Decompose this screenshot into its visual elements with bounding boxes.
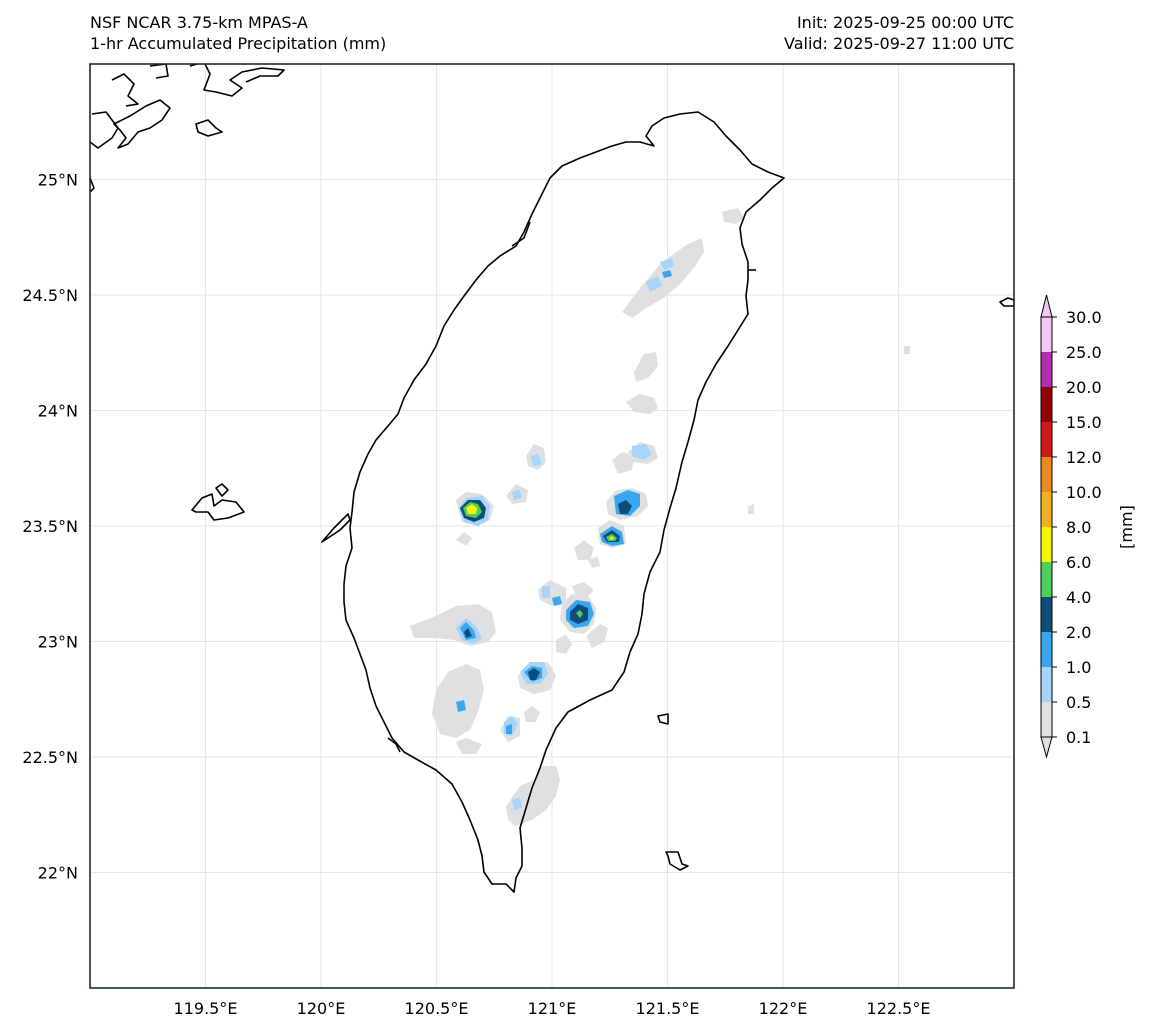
lon-tick-label: 120.5°E <box>405 999 469 1018</box>
colorbar-tick-label: 12.0 <box>1066 448 1102 467</box>
colorbar-tick-label: 20.0 <box>1066 378 1102 397</box>
colorbar-segment <box>1041 667 1052 702</box>
map-frame <box>89 63 1015 989</box>
taiwan-west-lagoon <box>321 513 351 543</box>
fujian-coast-c <box>111 73 139 107</box>
yonaguni-island <box>999 297 1014 307</box>
colorbar-tick-label: 10.0 <box>1066 483 1102 502</box>
lon-tick-label: 122.5°E <box>867 999 931 1018</box>
colorbar-tick-label: 25.0 <box>1066 343 1102 362</box>
colorbar-segment <box>1041 597 1052 632</box>
colorbar-tick-label: 2.0 <box>1066 623 1091 642</box>
field-title: 1-hr Accumulated Precipitation (mm) <box>90 34 387 53</box>
colorbar-tick-label: 6.0 <box>1066 553 1091 572</box>
init-time: Init: 2025-09-25 00:00 UTC <box>796 13 1014 32</box>
colorbar: 0.1 0.5 1.0 2.0 4.0 6.0 8.0 10.0 12.0 15.0 20.0 25.… <box>1040 294 1102 759</box>
colorbar-tick-label: 4.0 <box>1066 588 1091 607</box>
colorbar-lower-extend <box>1040 736 1053 759</box>
lat-tick-label: 25°N <box>38 171 78 190</box>
map-header-right: Init: 2025-09-25 00:00 UTC Valid: 2025-0… <box>784 12 1014 54</box>
colorbar-upper-extend <box>1040 294 1053 318</box>
taiwan-nw-tip <box>511 221 531 247</box>
map-header-left: NSF NCAR 3.75-km MPAS-A 1-hr Accumulated… <box>90 12 386 54</box>
fujian-coast-d <box>149 64 169 79</box>
green-island <box>657 713 669 725</box>
fujian-coast-f <box>195 119 223 137</box>
penghu-island-b <box>215 483 229 497</box>
colorbar-segment <box>1041 317 1052 352</box>
lat-tick-label: 22°N <box>38 864 78 883</box>
latitude-axis: 22°N 22.5°N 23°N 23.5°N 24°N 24.5°N 25°N <box>22 171 78 883</box>
taiwan-coastline <box>343 111 785 893</box>
colorbar-tick-label: 15.0 <box>1066 413 1102 432</box>
lon-tick-label: 121.5°E <box>636 999 700 1018</box>
colorbar-segment <box>1041 632 1052 667</box>
precip-cores <box>456 258 674 810</box>
lon-tick-label: 121°E <box>528 999 577 1018</box>
fujian-coast-g <box>90 177 95 193</box>
colorbar-segment <box>1041 562 1052 597</box>
colorbar-segment <box>1041 352 1052 387</box>
valid-time: Valid: 2025-09-27 11:00 UTC <box>783 34 1014 53</box>
lat-tick-label: 24°N <box>38 402 78 421</box>
lat-tick-label: 24.5°N <box>22 286 78 305</box>
coastlines <box>90 64 1014 893</box>
fujian-coast-a <box>90 111 119 149</box>
colorbar-tick-label: 0.1 <box>1066 728 1091 747</box>
fujian-coast-e <box>189 64 285 97</box>
penghu-island-a <box>191 493 245 521</box>
fujian-coast-b <box>113 99 171 149</box>
taiwan-sw-inlet <box>387 737 401 753</box>
colorbar-tick-label: 30.0 <box>1066 308 1102 327</box>
colorbar-segment <box>1041 422 1052 457</box>
longitude-axis: 119.5°E 120°E 120.5°E 121°E 121.5°E 122°E 122.… <box>174 999 931 1018</box>
lon-tick-label: 122°E <box>759 999 808 1018</box>
colorbar-segment <box>1041 387 1052 422</box>
colorbar-segment <box>1041 527 1052 562</box>
colorbar-unit-label: [mm] <box>1117 505 1136 549</box>
lat-tick-label: 23°N <box>38 633 78 652</box>
lat-tick-label: 22.5°N <box>22 748 78 767</box>
lon-tick-label: 120°E <box>297 999 346 1018</box>
model-title: NSF NCAR 3.75-km MPAS-A <box>90 13 308 32</box>
orchid-island <box>665 851 689 871</box>
lon-tick-label: 119.5°E <box>174 999 238 1018</box>
colorbar-tick-label: 1.0 <box>1066 658 1091 677</box>
colorbar-tick-label: 0.5 <box>1066 693 1091 712</box>
graticule <box>90 64 1014 988</box>
lat-tick-label: 23.5°N <box>22 517 78 536</box>
colorbar-segment <box>1041 702 1052 737</box>
precipitation-field <box>410 208 910 826</box>
colorbar-segment <box>1041 457 1052 492</box>
colorbar-segment <box>1041 492 1052 527</box>
colorbar-tick-label: 8.0 <box>1066 518 1091 537</box>
